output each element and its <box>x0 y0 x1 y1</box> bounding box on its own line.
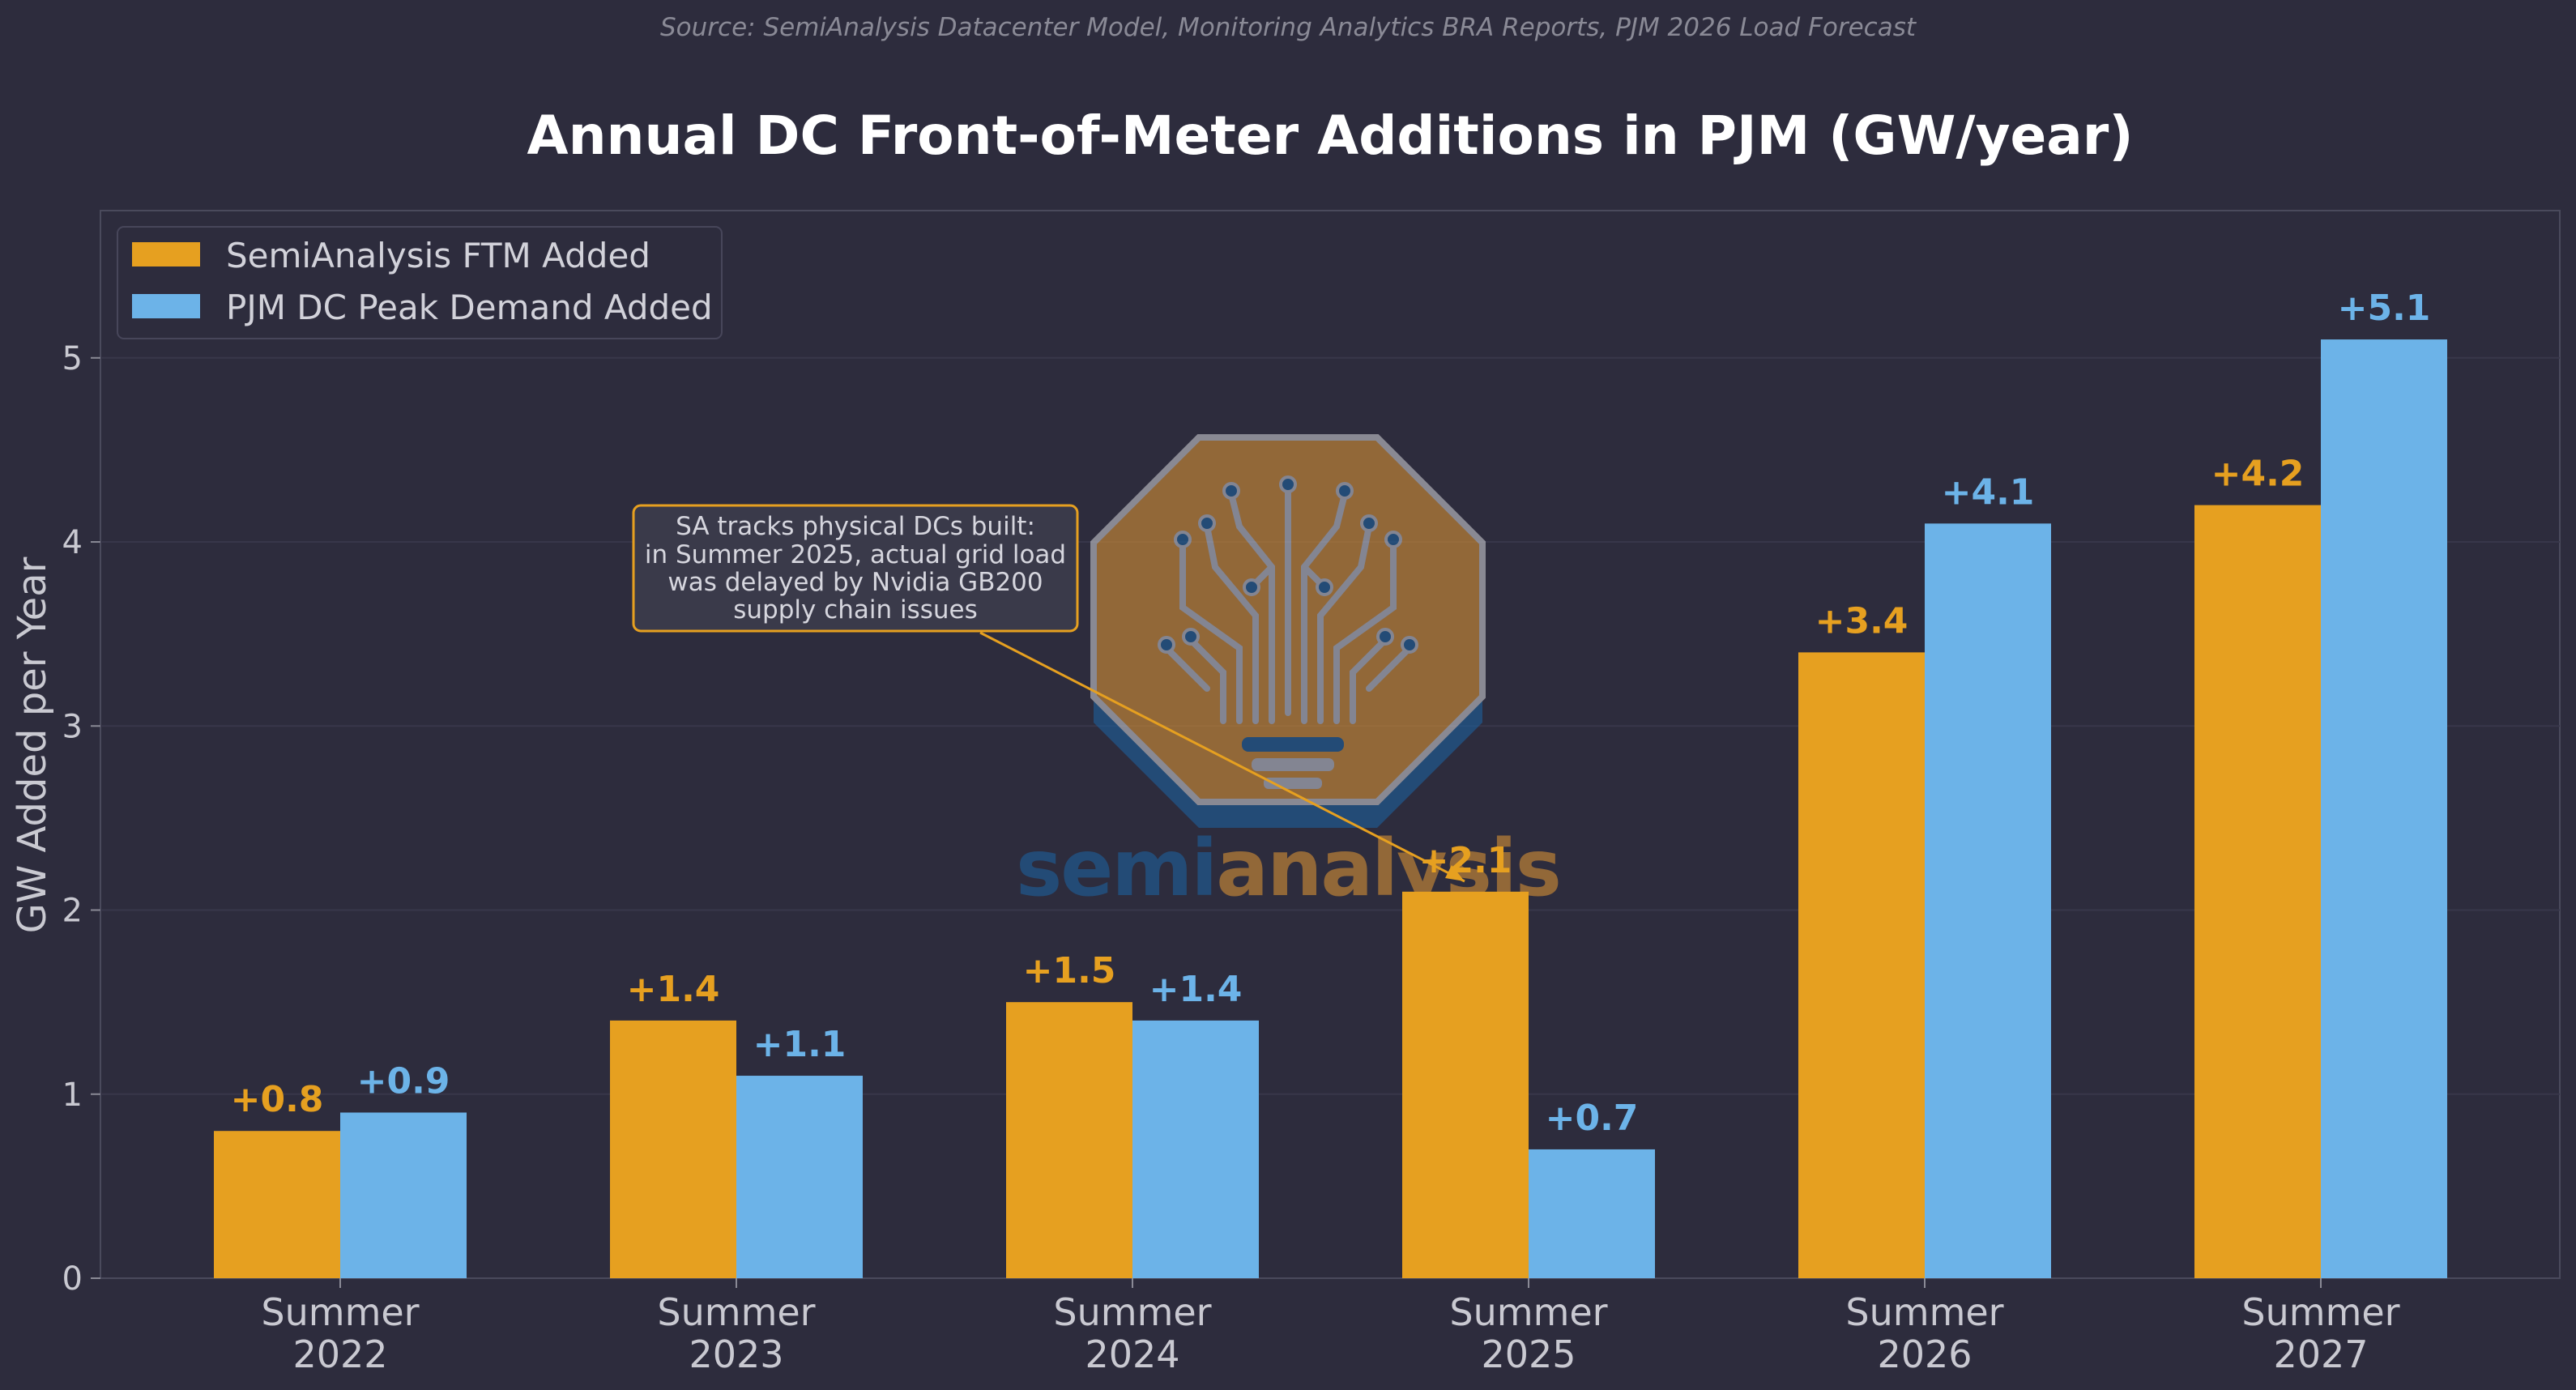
plot-area <box>100 210 2561 1279</box>
bar-ftm <box>2194 505 2321 1278</box>
legend-swatch-ftm <box>132 242 200 266</box>
legend-label-ftm: SemiAnalysis FTM Added <box>226 236 650 275</box>
x-tick-label: Summer 2027 <box>2241 1290 2399 1376</box>
x-tick-label: Summer 2023 <box>657 1290 815 1376</box>
legend-swatch-pjm <box>132 294 200 318</box>
annotation-arrow <box>979 631 1465 883</box>
bar-value-label: +1.5 <box>1023 950 1116 991</box>
bar-pjm <box>1529 1149 1655 1278</box>
x-tick-label: Summer 2024 <box>1053 1290 1211 1376</box>
bar-pjm <box>340 1112 467 1278</box>
annotation-line-2: in Summer 2025, actual grid load <box>645 540 1066 569</box>
bar-pjm <box>1925 523 2051 1278</box>
bar-value-label: +5.1 <box>2338 288 2431 329</box>
x-tick-label: Summer 2025 <box>1449 1290 1607 1376</box>
bar-value-label: +4.2 <box>2211 454 2305 495</box>
bar-value-label: +2.1 <box>1419 840 1512 881</box>
annotation-line-4: supply chain issues <box>733 595 978 625</box>
x-axis: Summer 2022 Summer 2023 Summer 2024 Summer 2025… <box>261 1278 2400 1376</box>
y-tick-label: 5 <box>62 340 83 377</box>
bar-pjm <box>1132 1020 1259 1278</box>
bar-value-label: +4.1 <box>1942 471 2035 513</box>
annotation: SA tracks physical DCs built: in Summer … <box>632 504 1465 883</box>
bar-ftm <box>1006 1002 1132 1278</box>
y-tick-label: 0 <box>62 1260 83 1298</box>
bar-pjm <box>2321 339 2447 1278</box>
bar-value-label: +1.4 <box>627 969 720 1010</box>
watermark-logo: semianalysis <box>1016 434 1562 914</box>
bar-value-label: +0.8 <box>231 1079 324 1120</box>
x-tick-label: Summer 2026 <box>1845 1290 2003 1376</box>
bar-labels: +0.8 +1.4 +1.5 +2.1 +3.4 +4.2 +0.9 +1.1 +1.4 +0.7… <box>231 288 2431 1139</box>
y-axis: 0 1 2 3 4 5 <box>62 340 100 1298</box>
legend-label-pjm: PJM DC Peak Demand Added <box>226 288 713 327</box>
legend-box <box>117 226 723 339</box>
bar-pjm <box>736 1076 863 1278</box>
x-tick-label: Summer 2022 <box>261 1290 419 1376</box>
y-axis-label: GW Added per Year <box>10 556 55 933</box>
bar-ftm <box>214 1131 340 1278</box>
bar-value-label: +0.7 <box>1546 1098 1639 1139</box>
annotation-line-3: was delayed by Nvidia GB200 <box>667 568 1043 597</box>
y-tick-label: 3 <box>62 708 83 745</box>
annotation-line-1: SA tracks physical DCs built: <box>676 512 1035 541</box>
y-tick-label: 4 <box>62 524 83 561</box>
bar-ftm <box>1402 891 1529 1278</box>
bar-value-label: +0.9 <box>357 1060 450 1102</box>
legend: SemiAnalysis FTM Added PJM DC Peak Deman… <box>117 226 723 339</box>
chart-title: Annual DC Front-of-Meter Additions in PJ… <box>527 104 2133 167</box>
bar-value-label: +1.4 <box>1149 969 1243 1010</box>
annotation-box <box>632 504 1079 633</box>
bar-value-label: +1.1 <box>753 1024 847 1065</box>
bar-ftm <box>610 1020 736 1278</box>
bar-ftm <box>1798 652 1925 1278</box>
annotation-arrowhead <box>1445 865 1465 881</box>
y-tick-label: 1 <box>62 1077 83 1114</box>
bar-value-label: +3.4 <box>1815 600 1909 642</box>
circuit-tree-octagon-icon <box>1090 434 1486 828</box>
y-tick-label: 2 <box>62 893 83 930</box>
source-note: Source: SemiAnalysis Datacenter Model, M… <box>660 13 1917 42</box>
watermark-semi: semi <box>1016 823 1216 914</box>
bars <box>214 339 2447 1278</box>
